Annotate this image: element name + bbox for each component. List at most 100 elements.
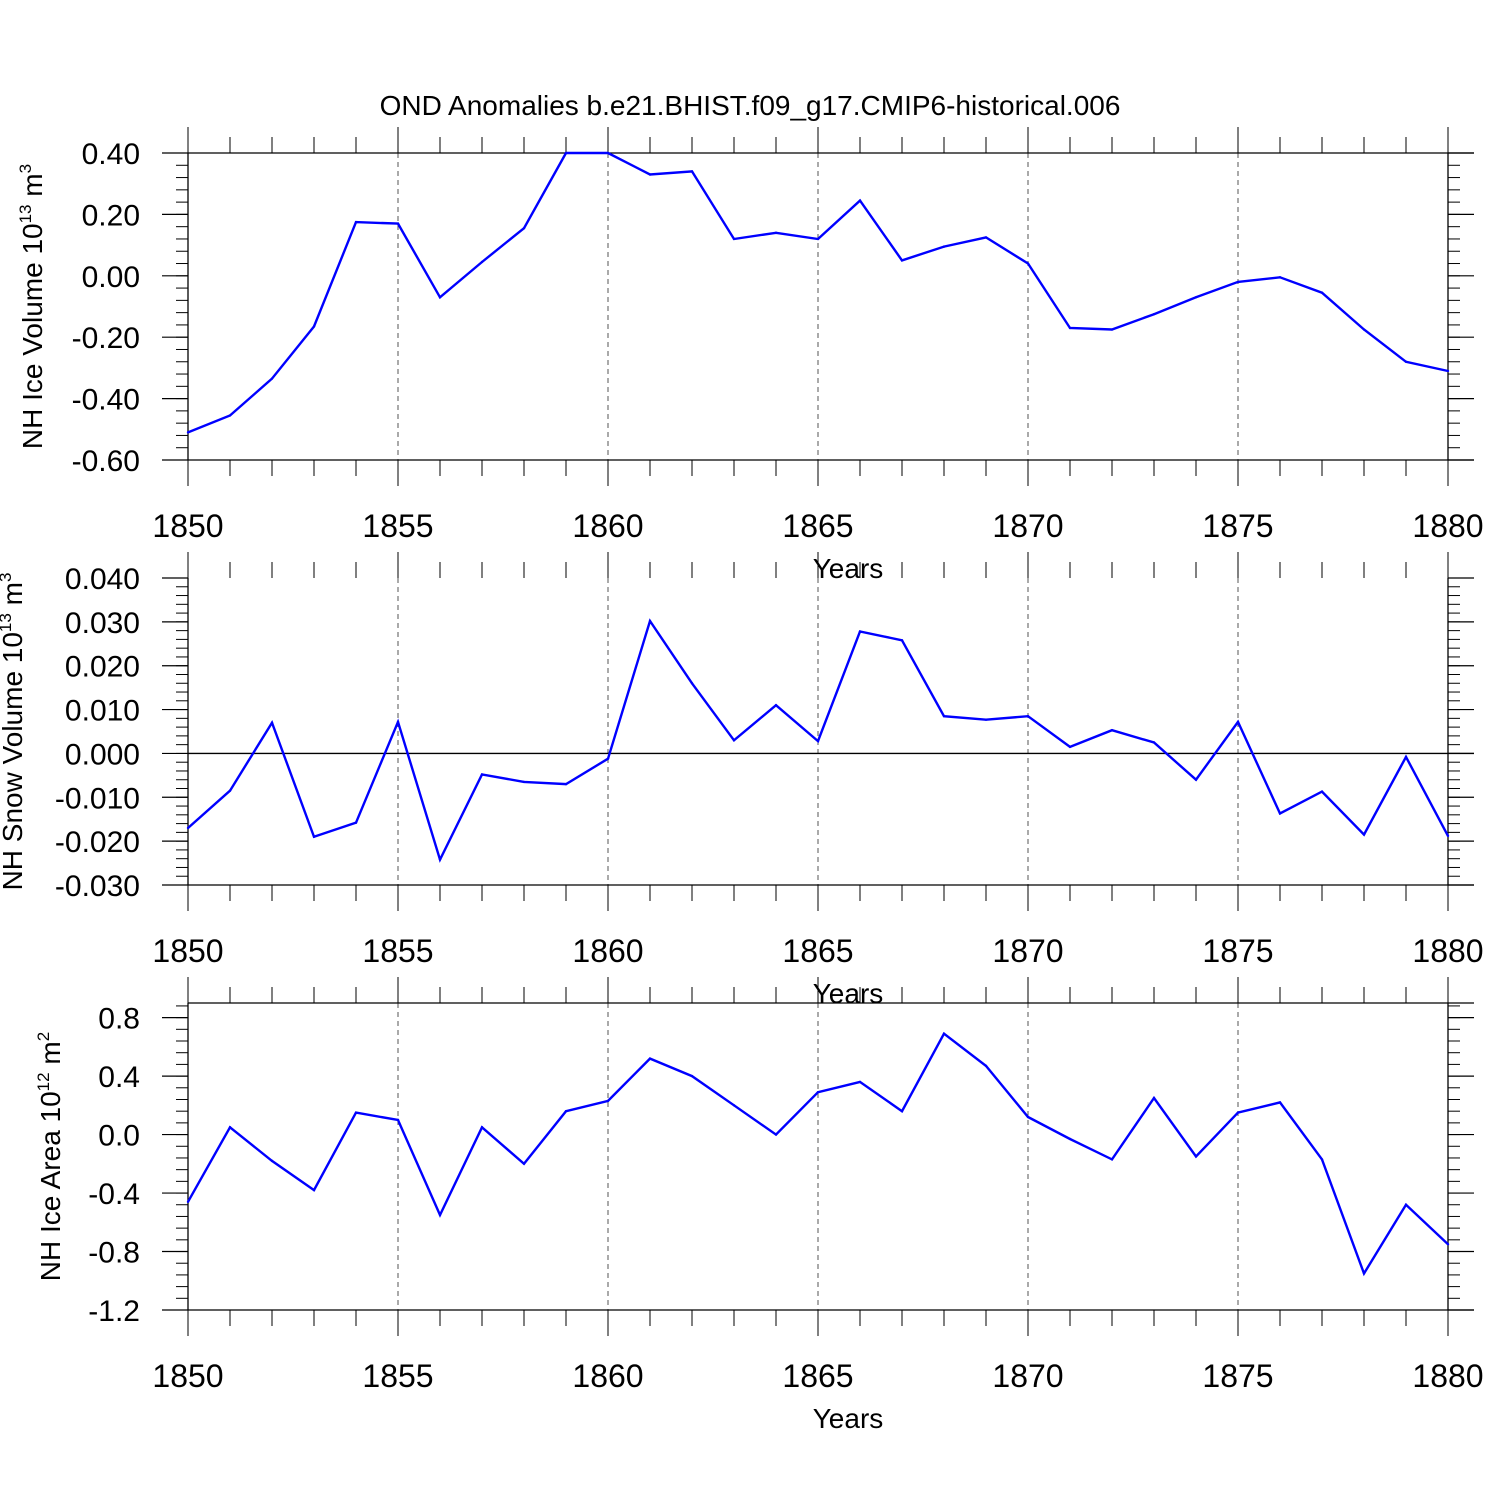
- data-point: [522, 1162, 526, 1166]
- data-point: [984, 1064, 988, 1068]
- data-point: [690, 682, 694, 685]
- data-point: [606, 1099, 610, 1103]
- y-axis-title: NH Ice Volume 1013 m3: [16, 164, 48, 449]
- x-tick-label: 1875: [1202, 508, 1273, 544]
- data-point: [816, 237, 820, 241]
- data-point: [270, 721, 274, 724]
- data-point: [942, 1032, 946, 1035]
- y-tick-label: -1.2: [88, 1295, 140, 1328]
- y-tick-label: 0.8: [98, 1003, 140, 1036]
- data-point: [1278, 276, 1282, 279]
- data-point: [270, 377, 274, 380]
- data-point: [1362, 1272, 1366, 1275]
- data-point: [228, 1126, 232, 1129]
- x-tick-label: 1850: [152, 508, 223, 544]
- y-axis-title-text: NH Ice Volume 10: [17, 223, 48, 449]
- y-axis-title-superscript: 12: [34, 1072, 53, 1091]
- x-axis-title: Years: [813, 1403, 884, 1434]
- data-point: [900, 1109, 904, 1113]
- data-point: [1152, 1096, 1156, 1100]
- data-point: [606, 151, 610, 155]
- data-point: [396, 720, 400, 724]
- x-tick-label: 1865: [782, 1358, 853, 1394]
- data-point: [1194, 1155, 1198, 1158]
- data-point: [858, 199, 862, 202]
- data-point: [1278, 812, 1282, 815]
- data-point: [312, 1188, 316, 1192]
- y-tick-label: -0.40: [72, 384, 140, 417]
- y-tick-label: -0.60: [72, 445, 140, 478]
- figure-title: OND Anomalies b.e21.BHIST.f09_g17.CMIP6-…: [380, 90, 1121, 121]
- data-point: [690, 170, 694, 173]
- data-point: [1068, 326, 1072, 330]
- y-tick-label: 0.20: [82, 199, 140, 232]
- data-point: [816, 1090, 820, 1094]
- data-point: [1068, 1137, 1072, 1141]
- data-point: [774, 231, 778, 235]
- data-point: [564, 782, 568, 786]
- panel-2: 0.040 0.030 0.020 0.010 0.000 -0.010 -0.020 -0.…: [0, 552, 1484, 1009]
- y-axis-title-text: NH Ice Area 10: [35, 1091, 66, 1281]
- data-point: [480, 260, 484, 264]
- data-point: [186, 1200, 190, 1204]
- x-tick-label: 1860: [572, 933, 643, 969]
- data-point: [774, 703, 778, 707]
- y-tick-label: -0.010: [55, 782, 140, 815]
- y-tick-label: 0.000: [65, 738, 140, 771]
- x-tick-label: 1860: [572, 1358, 643, 1394]
- data-point: [354, 821, 358, 824]
- data-point: [942, 245, 946, 248]
- data-point: [984, 236, 988, 239]
- y-tick-label: 0.4: [98, 1061, 140, 1094]
- data-point: [186, 431, 190, 434]
- data-point: [942, 714, 946, 718]
- y-axis-title-superscript: 3: [0, 573, 15, 582]
- y-tick-label: -0.030: [55, 870, 140, 903]
- data-point: [1320, 790, 1324, 793]
- data-point: [438, 296, 442, 299]
- x-axis-title: Years: [813, 553, 884, 584]
- data-point: [312, 325, 316, 328]
- y-tick-label: -0.020: [55, 826, 140, 859]
- data-point: [648, 619, 652, 623]
- data-point: [1278, 1101, 1282, 1104]
- data-point: [1404, 1203, 1408, 1206]
- y-tick-label: -0.8: [88, 1237, 140, 1270]
- y-axis-title-superscript: 13: [0, 613, 15, 632]
- data-point: [312, 835, 316, 838]
- y-axis-title: NH Ice Area 1012 m2: [34, 1032, 66, 1281]
- data-point: [1446, 834, 1450, 838]
- data-point: [1152, 312, 1156, 316]
- data-point: [984, 718, 988, 721]
- y-tick-label: 0.020: [65, 651, 140, 684]
- data-point: [1236, 1111, 1240, 1114]
- y-axis-title-text: m: [17, 173, 48, 204]
- data-point: [1236, 280, 1240, 284]
- panel-1: 0.40 0.20 0.00 -0.20 -0.40 -0.60 1850 1855 1860 1…: [16, 127, 1484, 584]
- x-tick-label: 1865: [782, 933, 853, 969]
- data-point: [1026, 1115, 1030, 1119]
- data-point: [732, 739, 736, 742]
- x-tick-label: 1850: [152, 933, 223, 969]
- data-point: [816, 739, 820, 743]
- y-axis-title-superscript: 2: [34, 1032, 53, 1041]
- data-point: [354, 220, 358, 224]
- y-axis-title-text: NH Snow Volume 10: [0, 632, 28, 890]
- data-point: [354, 1111, 358, 1114]
- data-point: [1110, 328, 1114, 331]
- data-point: [1320, 1158, 1324, 1161]
- y-tick-label: 0.040: [65, 563, 140, 596]
- data-point: [438, 858, 442, 861]
- y-axis-title-text: m: [35, 1041, 66, 1072]
- data-point: [858, 630, 862, 633]
- x-tick-label: 1880: [1412, 508, 1483, 544]
- x-tick-label: 1880: [1412, 933, 1483, 969]
- x-tick-label: 1850: [152, 1358, 223, 1394]
- data-point: [732, 1104, 736, 1107]
- data-point: [732, 237, 736, 241]
- data-point: [1026, 714, 1030, 718]
- y-tick-label: 0.0: [98, 1120, 140, 1153]
- y-tick-label: -0.20: [72, 322, 140, 355]
- data-point: [1152, 741, 1156, 744]
- data-point: [648, 173, 652, 176]
